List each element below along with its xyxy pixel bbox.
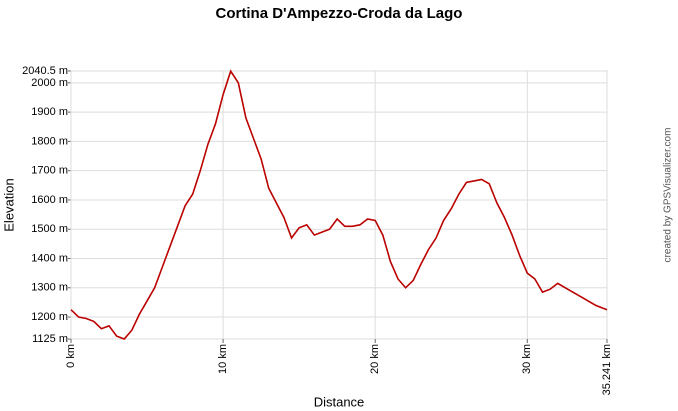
y-tick-label: 1200 m: [31, 311, 68, 323]
x-tick-label: 0 km: [65, 344, 77, 368]
credit: created by GPSVisualizer.com: [663, 128, 674, 263]
chart-title: Cortina D'Ampezzo-Croda da Lago: [216, 5, 463, 22]
y-tick-label: 1600 m: [31, 194, 68, 206]
x-tick-label: 10 km: [217, 344, 229, 374]
x-tick-label: 30 km: [521, 344, 533, 374]
y-tick-label: 1500 m: [31, 223, 68, 235]
y-tick-label: 1300 m: [31, 282, 68, 294]
y-tick-label: 2000 m: [31, 77, 68, 89]
y-tick-label: 1125 m: [32, 333, 68, 345]
x-axis-title: Distance: [314, 394, 365, 409]
elevation-line: [70, 69, 608, 340]
y-tick-label: 1800 m: [31, 135, 68, 147]
y-tick-label: 2040.5 m: [22, 65, 68, 77]
x-tick-label: 20 km: [369, 344, 381, 374]
plot-frame: [70, 70, 608, 340]
y-axis-title: Elevation: [1, 178, 16, 231]
y-tick-label: 1400 m: [31, 252, 68, 264]
y-tick-label: 1700 m: [31, 165, 68, 177]
y-tick-label: 1900 m: [31, 106, 68, 118]
x-tick-label: 35.241 km: [601, 344, 613, 395]
